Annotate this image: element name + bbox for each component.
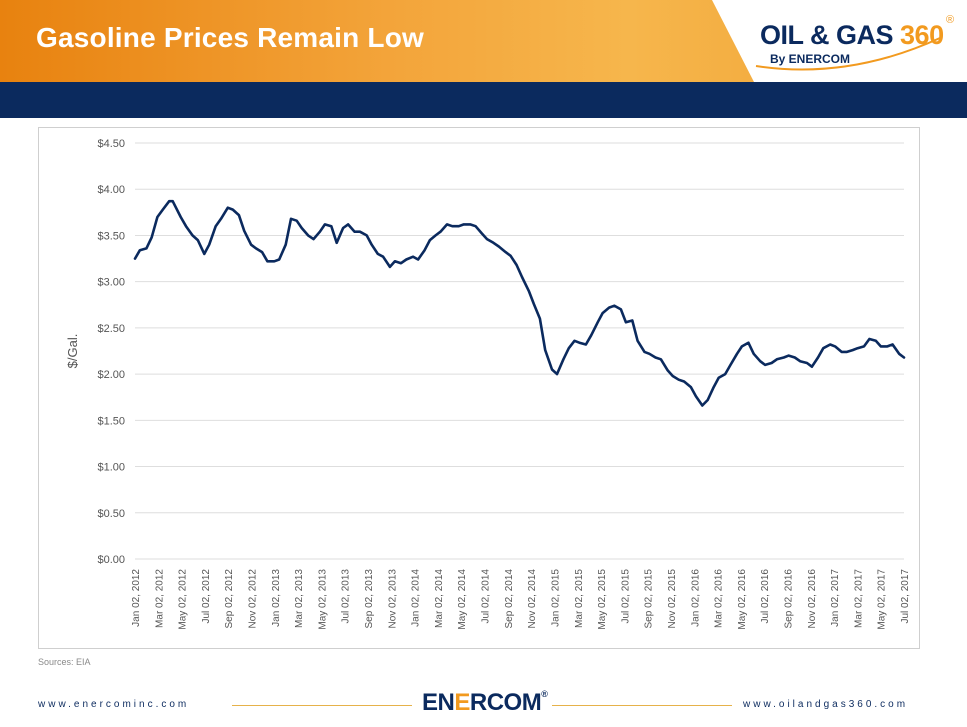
y-tick-label: $1.00 bbox=[97, 462, 125, 474]
x-tick-label: Mar 02, 2015 bbox=[574, 569, 585, 628]
x-tick-label: May 02, 2012 bbox=[178, 569, 189, 630]
x-tick-labels: Jan 02, 2012 Mar 02, 2012 May 02, 2012 Jul … bbox=[131, 569, 911, 630]
x-tick-label: May 02, 2017 bbox=[877, 569, 888, 630]
x-tick-label: Mar 02, 2012 bbox=[154, 569, 165, 628]
y-tick-label: $4.50 bbox=[97, 138, 125, 150]
footer-divider-right bbox=[552, 705, 732, 706]
y-tick-label: $3.50 bbox=[97, 230, 125, 242]
x-tick-label: Jan 02, 2015 bbox=[550, 569, 561, 627]
y-tick-label: $3.00 bbox=[97, 277, 125, 289]
enercom-footer-logo[interactable]: ENERCOM® bbox=[422, 689, 548, 717]
y-tick-label: $2.50 bbox=[97, 323, 125, 335]
footer-url-oilandgas360[interactable]: www.oilandgas360.com bbox=[743, 699, 909, 710]
navy-band bbox=[0, 82, 967, 118]
x-tick-label: Jan 02, 2017 bbox=[830, 569, 841, 627]
x-tick-label: Jan 02, 2013 bbox=[271, 569, 282, 627]
x-tick-label: Sep 02, 2013 bbox=[364, 569, 375, 629]
x-tick-label: Jul 02, 2015 bbox=[620, 569, 631, 624]
logo-swoosh-icon bbox=[755, 37, 941, 71]
footer-url-enercom[interactable]: www.enercominc.com bbox=[38, 699, 190, 710]
x-tick-label: Mar 02, 2014 bbox=[434, 569, 445, 628]
x-tick-label: Jul 02, 2013 bbox=[341, 569, 352, 624]
logo-360-text: 360 bbox=[900, 20, 944, 50]
x-tick-label: Nov 02, 2012 bbox=[248, 569, 259, 629]
x-tick-label: Sep 02, 2014 bbox=[504, 569, 515, 629]
x-tick-label: Jan 02, 2016 bbox=[690, 569, 701, 627]
gasoline-price-chart: $0.00 $0.50 $1.00 $1.50 $2.00 $2.50 $3.00 $3.50… bbox=[65, 138, 911, 630]
footer-logo-registered-mark: ® bbox=[541, 689, 548, 699]
gridlines bbox=[135, 142, 904, 560]
x-tick-label: May 02, 2016 bbox=[737, 569, 748, 630]
x-tick-label: May 02, 2013 bbox=[317, 569, 328, 630]
y-tick-label: $0.50 bbox=[97, 508, 125, 520]
x-tick-label: Nov 02, 2016 bbox=[807, 569, 818, 629]
logo-main-text: OIL & GAS bbox=[760, 20, 901, 50]
footer-divider-left bbox=[232, 705, 412, 706]
x-tick-label: Sep 02, 2016 bbox=[783, 569, 794, 629]
x-tick-label: Jul 02, 2012 bbox=[201, 569, 212, 624]
gasoline-price-series-line bbox=[133, 199, 906, 407]
x-tick-label: Sep 02, 2012 bbox=[224, 569, 235, 629]
x-tick-label: Mar 02, 2016 bbox=[714, 569, 725, 628]
y-tick-label: $1.50 bbox=[97, 415, 125, 427]
x-tick-label: May 02, 2014 bbox=[457, 569, 468, 630]
x-tick-label: Nov 02, 2013 bbox=[387, 569, 398, 629]
logo-panel bbox=[712, 0, 967, 82]
oil-gas-360-logo[interactable]: OIL & GAS 360 bbox=[760, 20, 944, 51]
x-tick-label: Nov 02, 2015 bbox=[667, 569, 678, 629]
y-axis-label: $/Gal. bbox=[65, 334, 80, 369]
x-tick-label: Nov 02, 2014 bbox=[527, 569, 538, 629]
x-tick-label: Mar 02, 2017 bbox=[853, 569, 864, 628]
source-note: Sources: EIA bbox=[38, 657, 91, 667]
footer-logo-text-post: RCOM bbox=[469, 689, 542, 716]
y-tick-label: $0.00 bbox=[97, 554, 125, 566]
logo-byline: By ENERCOM bbox=[770, 52, 851, 66]
footer-logo-star-letter: E bbox=[454, 689, 470, 716]
page-title: Gasoline Prices Remain Low bbox=[36, 22, 424, 53]
x-tick-label: Jul 02, 2017 bbox=[900, 569, 911, 624]
x-tick-label: Mar 02, 2013 bbox=[294, 569, 305, 628]
footer-logo-text-pre: EN bbox=[422, 689, 455, 716]
logo-registered-mark: ® bbox=[946, 14, 955, 26]
y-tick-label: $4.00 bbox=[97, 184, 125, 196]
x-tick-label: Jan 02, 2012 bbox=[131, 569, 142, 627]
chart-frame: $0.00 $0.50 $1.00 $1.50 $2.00 $2.50 $3.00 $3.50… bbox=[38, 127, 920, 649]
x-tick-label: May 02, 2015 bbox=[597, 569, 608, 630]
y-tick-label: $2.00 bbox=[97, 369, 125, 381]
x-tick-label: Jul 02, 2016 bbox=[760, 569, 771, 624]
x-tick-label: Jan 02, 2014 bbox=[411, 569, 422, 627]
x-tick-label: Jul 02, 2014 bbox=[481, 569, 492, 624]
x-tick-label: Sep 02, 2015 bbox=[644, 569, 655, 629]
y-tick-labels: $0.00 $0.50 $1.00 $1.50 $2.00 $2.50 $3.00 $3.50… bbox=[97, 138, 125, 566]
